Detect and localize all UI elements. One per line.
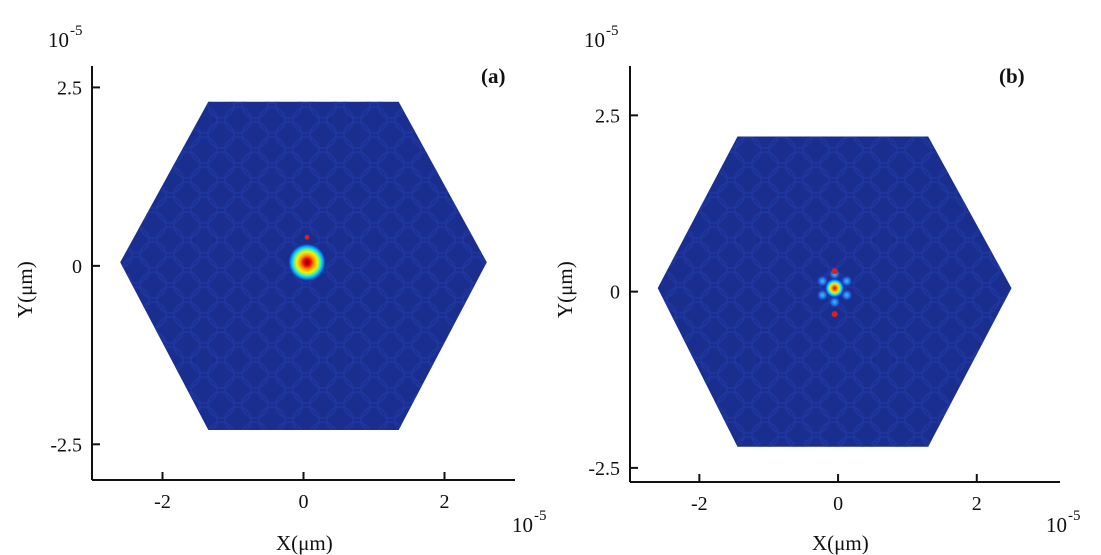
y-tick-label: -2.5 bbox=[50, 434, 82, 456]
panel-a-y-label: Y(μm) bbox=[13, 261, 37, 318]
panel-a-x-label: X(μm) bbox=[276, 531, 333, 555]
x-tick-label: -2 bbox=[691, 493, 708, 515]
panel-a-y-exponent-base: 10 bbox=[48, 28, 69, 52]
x-tick-label: 0 bbox=[833, 493, 843, 515]
y-tick-label: 0 bbox=[610, 282, 620, 304]
panel-b-plot-area bbox=[657, 136, 1012, 447]
panel-b-y-label: Y(μm) bbox=[553, 261, 577, 318]
panel-b-y-exponent-power: -5 bbox=[606, 23, 619, 39]
panel-a-ticks: -2 0 2 2.5 0 -2.5 bbox=[50, 77, 449, 513]
panel-b-x-exponent-power: -5 bbox=[1068, 508, 1081, 524]
panel-a-plot-area bbox=[120, 101, 487, 430]
panel-b: 10 -5 (b) -2 0 2 2.5 0 -2.5 X(μm) Y(μm) 10 -5 bbox=[553, 23, 1081, 555]
y-tick-label: 0 bbox=[72, 256, 82, 278]
x-tick-label: 2 bbox=[972, 493, 982, 515]
x-tick-label: 0 bbox=[299, 491, 309, 513]
panel-b-x-label: X(μm) bbox=[812, 531, 869, 555]
panel-a-mode-spot bbox=[288, 243, 327, 282]
mode-ring-lobe bbox=[828, 296, 841, 309]
x-tick-label: 2 bbox=[440, 491, 450, 513]
panel-b-ticks: -2 0 2 2.5 0 -2.5 bbox=[588, 105, 981, 515]
y-tick-label: 2.5 bbox=[595, 105, 620, 127]
panel-b-x-exponent-base: 10 bbox=[1046, 513, 1067, 537]
mode-side-lobe bbox=[831, 311, 838, 318]
panel-b-y-exponent-base: 10 bbox=[584, 28, 605, 52]
panel-b-mode-spot bbox=[824, 278, 845, 299]
panel-b-label: (b) bbox=[999, 64, 1025, 88]
panel-a-y-exponent-power: -5 bbox=[70, 23, 83, 39]
panel-a-label: (a) bbox=[481, 64, 506, 88]
y-tick-label: -2.5 bbox=[588, 458, 620, 480]
x-tick-label: -2 bbox=[154, 491, 171, 513]
panel-a-mode-side-lobe bbox=[304, 234, 310, 240]
y-tick-label: 2.5 bbox=[57, 77, 82, 99]
panel-a-x-exponent-base: 10 bbox=[512, 513, 533, 537]
panel-a: 10 -5 (a) -2 0 2 2.5 0 -2.5 X(μm) Y(μm) 10 -5 bbox=[13, 23, 547, 555]
mode-side-lobe bbox=[831, 268, 838, 275]
panel-a-x-exponent-power: -5 bbox=[534, 508, 547, 524]
